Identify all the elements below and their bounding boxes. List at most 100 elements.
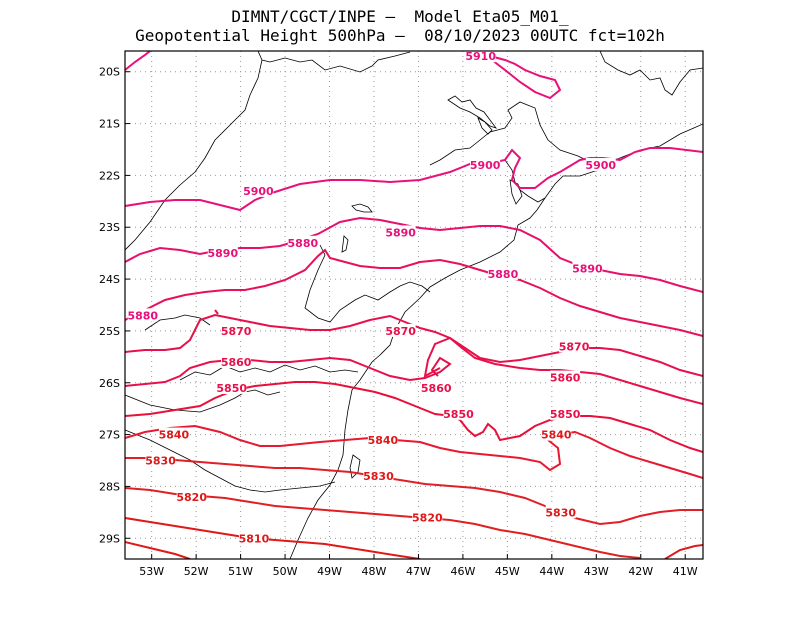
lon-label: 51W — [228, 565, 253, 578]
contour-5840 — [125, 424, 703, 479]
contour-label-bg — [221, 323, 252, 337]
contour-label: 5900 — [243, 185, 274, 198]
contour-label-bg — [465, 49, 496, 63]
contour-label-bg — [550, 370, 581, 384]
contour-label: 5910 — [465, 50, 496, 63]
contour-5870 — [125, 313, 703, 377]
contour-label-bg — [243, 183, 274, 197]
contour-lines — [125, 51, 703, 559]
lon-label: 47W — [406, 565, 431, 578]
border-mg-sp — [429, 101, 591, 166]
lat-label: 27S — [99, 429, 120, 442]
contour-label-bg — [487, 266, 518, 280]
contour-label: 5860 — [550, 372, 581, 385]
lat-label: 24S — [99, 273, 120, 286]
contour-label: 5850 — [443, 408, 474, 421]
lat-label: 20S — [99, 66, 120, 79]
contour-label: 5820 — [176, 491, 207, 504]
contour-label-bg — [550, 406, 581, 420]
lon-label: 48W — [362, 565, 387, 578]
lon-label: 52W — [184, 565, 209, 578]
contour-label-bg — [585, 158, 616, 172]
contour-label: 5870 — [385, 325, 416, 338]
contour-label: 5860 — [221, 356, 252, 369]
lat-label: 22S — [99, 169, 120, 182]
map-frame — [124, 50, 704, 560]
contour-label-bg — [176, 489, 207, 503]
contour-5850 — [125, 381, 703, 453]
lon-label: 50W — [273, 565, 298, 578]
contour-5810 — [125, 517, 421, 559]
lat-label: 26S — [99, 377, 120, 390]
lon-label: 41W — [673, 565, 698, 578]
lon-label: 49W — [317, 565, 342, 578]
lon-label: 45W — [495, 565, 520, 578]
contour-label: 5830 — [363, 470, 394, 483]
contour-label: 5870 — [559, 340, 590, 353]
contour-label: 5830 — [545, 506, 576, 519]
title-line-2: Geopotential Height 500hPa — 08/10/2023 … — [135, 26, 665, 45]
contour-5810c — [664, 544, 703, 559]
contour-label-bg — [221, 355, 252, 369]
contour-5830 — [125, 457, 703, 526]
border-mg-rj — [504, 159, 546, 203]
coastline-borders — [125, 51, 703, 559]
contour-label-bg — [158, 427, 189, 441]
contour-5810b — [125, 541, 191, 559]
lat-label: 29S — [99, 532, 120, 545]
border-go-mg — [599, 51, 703, 96]
border-ar-br — [125, 389, 281, 413]
contour-label-bg — [541, 427, 572, 441]
contour-label: 5860 — [421, 382, 452, 395]
contour-label-bg — [443, 406, 474, 420]
contour-label: 5890 — [572, 263, 603, 276]
border-sp-pr — [304, 244, 431, 323]
contour-5910 — [125, 51, 151, 71]
contour-label-bg — [145, 453, 176, 467]
lat-label: 21S — [99, 118, 120, 131]
contour-label: 5840 — [159, 429, 190, 442]
contour-label: 5830 — [145, 455, 176, 468]
contour-label: 5850 — [550, 408, 581, 421]
contour-label-bg — [367, 432, 398, 446]
contour-label: 5840 — [368, 434, 399, 447]
lon-label: 53W — [139, 565, 164, 578]
contour-label: 5870 — [221, 325, 252, 338]
lon-label: 43W — [584, 565, 609, 578]
contour-labels: 5910 5900 5900 5900 5890 5890 5890 5880 5880 5880… — [127, 49, 616, 545]
lon-label: 44W — [539, 565, 564, 578]
contour-5900 — [125, 147, 703, 212]
lon-label: 46W — [450, 565, 475, 578]
contour-label-bg — [545, 505, 576, 519]
contour-label: 5810 — [239, 532, 270, 545]
contour-label: 5840 — [541, 429, 572, 442]
contour-label-bg — [216, 380, 247, 394]
contour-label: 5880 — [288, 237, 319, 250]
border-sc-rs — [125, 429, 336, 493]
border-ms-sp — [257, 51, 411, 73]
contour-label: 5890 — [208, 247, 239, 260]
contour-label-bg — [412, 510, 443, 524]
contour-5820 — [125, 487, 641, 559]
lon-label: 42W — [628, 565, 653, 578]
contour-5880 — [125, 248, 703, 337]
contour-label-bg — [572, 261, 603, 275]
contour-label-bg — [385, 323, 416, 337]
contour-label-bg — [559, 339, 590, 353]
contour-label: 5900 — [585, 159, 616, 172]
axis-labels: 20S 21S 22S 23S 24S 25S 26S 27S 28S 29S 53W 52W 51W 5… — [99, 66, 698, 578]
lat-label: 23S — [99, 221, 120, 234]
contour-label: 5850 — [216, 382, 247, 395]
contour-label: 5880 — [127, 309, 158, 322]
contour-label: 5890 — [385, 226, 416, 239]
contour-label-bg — [385, 225, 416, 239]
contour-label: 5900 — [470, 159, 501, 172]
contour-label-bg — [207, 246, 238, 260]
contour-label: 5820 — [412, 512, 443, 525]
border-ms-pr — [125, 59, 263, 251]
contour-label-bg — [421, 380, 452, 394]
contour-5860b — [423, 336, 703, 405]
contour-small-5860 — [214, 309, 219, 315]
contour-label-bg — [127, 308, 158, 322]
